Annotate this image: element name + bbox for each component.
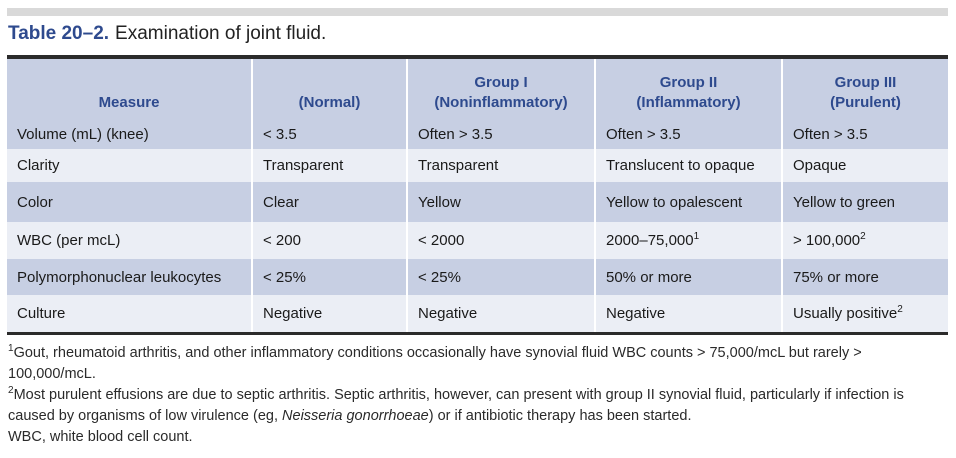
table-row: Polymorphonuclear leukocytes < 25% < 25% 50… bbox=[7, 259, 948, 295]
cell-group-3: 75% or more bbox=[781, 259, 948, 295]
cell-group-2: Often > 3.5 bbox=[594, 120, 782, 149]
cell-group-2: Yellow to opalescent bbox=[594, 182, 782, 222]
top-decorative-bar bbox=[7, 8, 948, 16]
table-number: Table 20–2. bbox=[8, 23, 110, 44]
cell-group-1: Transparent bbox=[406, 149, 595, 182]
table-row: Clarity Transparent Transparent Translucent… bbox=[7, 149, 948, 182]
cell-group-1: Negative bbox=[406, 295, 595, 332]
cell-group-2: 50% or more bbox=[594, 259, 782, 295]
cell-measure: Volume (mL) (knee) bbox=[7, 120, 252, 149]
cell-group-2: 2000–75,0001 bbox=[594, 222, 782, 259]
footnote-2: 2Most purulent effusions are due to sept… bbox=[8, 385, 904, 424]
footnotes: 1Gout, rheumatoid arthritis, and other i… bbox=[8, 343, 953, 448]
data-table: Measure (Normal) Group I (Noninflammatory… bbox=[7, 59, 948, 332]
table-top-rule bbox=[7, 55, 948, 59]
table-bottom-rule bbox=[7, 332, 948, 335]
cell-measure: Color bbox=[7, 182, 252, 222]
table-row: Color Clear Yellow Yellow to opalescent Yell… bbox=[7, 182, 948, 222]
cell-group-3: Usually positive2 bbox=[781, 295, 948, 332]
table-row: Culture Negative Negative Negative Usually p… bbox=[7, 295, 948, 332]
cell-normal: Clear bbox=[251, 182, 407, 222]
cell-measure: Polymorphonuclear leukocytes bbox=[7, 259, 252, 295]
cell-group-1: Yellow bbox=[406, 182, 595, 222]
cell-group-1: Often > 3.5 bbox=[406, 120, 595, 149]
header-group-2: Group II (Inflammatory) bbox=[594, 59, 782, 120]
cell-group-3: Opaque bbox=[781, 149, 948, 182]
header-normal: (Normal) bbox=[251, 59, 407, 120]
table-row: Volume (mL) (knee) < 3.5 Often > 3.5 Often … bbox=[7, 120, 948, 149]
cell-normal: < 200 bbox=[251, 222, 407, 259]
cell-normal: Negative bbox=[251, 295, 407, 332]
cell-group-2: Negative bbox=[594, 295, 782, 332]
cell-group-1: < 25% bbox=[406, 259, 595, 295]
table-row: WBC (per mcL) < 200 < 2000 2000–75,0001 > 10… bbox=[7, 222, 948, 259]
header-group-3: Group III (Purulent) bbox=[781, 59, 948, 120]
cell-group-1: < 2000 bbox=[406, 222, 595, 259]
footnote-1: 1Gout, rheumatoid arthritis, and other i… bbox=[8, 343, 862, 382]
header-measure: Measure bbox=[7, 59, 252, 120]
cell-group-3: Yellow to green bbox=[781, 182, 948, 222]
table-title: Table 20–2. Examination of joint fluid. bbox=[8, 22, 326, 46]
table-caption: Examination of joint fluid. bbox=[115, 23, 327, 44]
cell-measure: Clarity bbox=[7, 149, 252, 182]
cell-group-3: Often > 3.5 bbox=[781, 120, 948, 149]
cell-normal: Transparent bbox=[251, 149, 407, 182]
abbreviation-note: WBC, white blood cell count. bbox=[8, 429, 193, 445]
header-group-1: Group I (Noninflammatory) bbox=[406, 59, 595, 120]
cell-normal: < 3.5 bbox=[251, 120, 407, 149]
cell-measure: Culture bbox=[7, 295, 252, 332]
table-body: Volume (mL) (knee) < 3.5 Often > 3.5 Often … bbox=[7, 120, 948, 332]
joint-fluid-table: Measure (Normal) Group I (Noninflammatory… bbox=[7, 55, 948, 335]
header-row: Measure (Normal) Group I (Noninflammatory… bbox=[7, 59, 948, 120]
cell-normal: < 25% bbox=[251, 259, 407, 295]
cell-measure: WBC (per mcL) bbox=[7, 222, 252, 259]
cell-group-2: Translucent to opaque bbox=[594, 149, 782, 182]
cell-group-3: > 100,0002 bbox=[781, 222, 948, 259]
